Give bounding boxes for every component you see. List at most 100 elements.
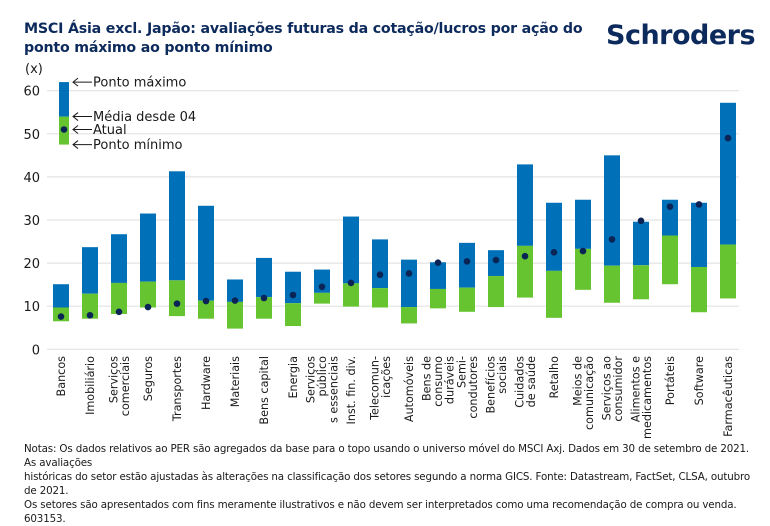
sector-bar-group xyxy=(546,202,562,318)
sector-bar-group xyxy=(459,242,475,312)
bar-upper-range xyxy=(227,279,243,302)
schroders-logo: Schroders xyxy=(606,20,756,51)
sector-bar-group xyxy=(662,199,678,285)
x-axis-label-line: consumidor xyxy=(612,356,625,422)
sector-bar-group xyxy=(314,269,330,304)
footnote-line: Os setores são apresentados com fins mer… xyxy=(24,499,737,525)
legend-label: Ponto mínimo xyxy=(93,138,183,153)
current-value-dot xyxy=(318,283,326,291)
footnote-line: Notas: Os dados relativos ao PER são agr… xyxy=(24,443,750,469)
bar-upper-range xyxy=(430,262,446,289)
x-axis-label-line: Farmacêuticas xyxy=(722,356,735,437)
bar-lower-range xyxy=(140,281,156,308)
sector-bar-group xyxy=(604,155,620,303)
bar-upper-range xyxy=(198,205,214,301)
x-axis-label: Materiais xyxy=(229,356,242,407)
bar-upper-range xyxy=(53,284,69,308)
sector-bar-group xyxy=(691,201,707,313)
x-axis-label-line: Automóveis xyxy=(403,356,416,422)
current-value-dot xyxy=(57,313,65,320)
footnotes: Notas: Os dados relativos ao PER são agr… xyxy=(24,442,764,526)
x-axis-label-line: Meios de xyxy=(571,356,584,406)
y-tick-label: 40 xyxy=(23,171,40,186)
current-value-dot xyxy=(405,270,413,277)
chart-title: MSCI Ásia excl. Japão: avaliações futura… xyxy=(24,21,583,56)
sector-bar-group xyxy=(517,164,533,298)
bar-lower-range xyxy=(198,300,214,319)
y-tick-label: 20 xyxy=(23,257,40,272)
bar-upper-range xyxy=(662,199,678,236)
x-axis-label-line: Cuidados xyxy=(513,356,526,408)
bar-lower-range xyxy=(517,245,533,298)
x-axis-label-line: Serviços xyxy=(305,356,318,403)
y-axis-label: (x) xyxy=(25,62,43,77)
sector-bar-group xyxy=(198,205,214,319)
x-axis-label-line: comerciais xyxy=(119,356,132,416)
bar-upper-range xyxy=(720,102,736,245)
bar-upper-range xyxy=(633,221,649,266)
bar-upper-range xyxy=(256,257,272,298)
arrow-left-icon xyxy=(72,140,92,149)
x-axis-label-line: Portáteis xyxy=(664,356,677,405)
bar-lower-range xyxy=(111,282,127,314)
x-axis-label-line: Benefícios xyxy=(484,356,497,414)
x-axis-label-line: Alimentos e xyxy=(629,356,642,422)
x-axis-label-line: Bancos xyxy=(55,356,68,397)
x-axis-label: Bens capital xyxy=(258,356,271,425)
x-axis-label-line: Retalho xyxy=(548,356,561,399)
bar-upper-range xyxy=(285,271,301,304)
x-axis-label-line: sociais xyxy=(496,356,509,394)
x-axis-label-line: Serviços xyxy=(107,356,120,403)
x-axis-label: Seguros xyxy=(142,356,155,401)
x-axis-label-line: Energia xyxy=(287,356,300,399)
footnote-line: históricas do setor estão ajustadas às a… xyxy=(24,471,751,497)
x-axis-label: Hardware xyxy=(200,356,213,410)
current-value-dot xyxy=(202,297,210,305)
sector-bar-group xyxy=(633,217,649,300)
chart: 0 10 20 30 40 50 60 (x) Bancos Imobiliário Servi… xyxy=(23,62,739,439)
bar-upper-range xyxy=(169,171,185,281)
x-axis-label: Telecomun-icações xyxy=(368,356,393,421)
x-axis-label-line: Serviços ao xyxy=(600,356,613,421)
arrow-left-icon-head xyxy=(72,112,79,121)
bar-lower-range xyxy=(633,265,649,300)
bar-upper-range xyxy=(546,202,562,271)
current-value-dot xyxy=(492,256,500,264)
x-axis-label-line: duráveis xyxy=(444,356,457,404)
sector-bar-group xyxy=(140,213,156,311)
x-axis-label-line: Telecomun- xyxy=(368,356,381,421)
bar-lower-range xyxy=(662,235,678,285)
current-value-dot xyxy=(376,271,384,279)
x-axis-label-line: Bens de xyxy=(421,356,434,401)
arrow-left-icon xyxy=(72,77,92,87)
x-axis-label: Semi-condutores xyxy=(455,356,480,419)
bar-lower-range xyxy=(82,293,98,319)
sector-bar-group xyxy=(401,259,417,324)
bar-lower-range xyxy=(256,297,272,319)
y-axis-ticks: 0 10 20 30 40 50 60 xyxy=(23,85,40,359)
arrow-left-icon-head xyxy=(72,140,79,149)
sector-bar-group xyxy=(575,199,591,290)
gridlines xyxy=(47,90,739,350)
bar-upper-range xyxy=(372,239,388,289)
x-axis-label-line: Software xyxy=(693,356,706,405)
x-axis-label: Imobiliário xyxy=(84,356,97,415)
current-value-dot xyxy=(231,297,239,304)
bar-lower-range xyxy=(546,270,562,318)
bar-lower-range xyxy=(372,288,388,308)
x-axis-label: Software xyxy=(693,356,706,405)
bar-lower-range xyxy=(459,287,475,312)
bar-lower-range xyxy=(488,276,504,308)
x-axis-label-line: Transportes xyxy=(171,356,184,422)
bar-upper-range xyxy=(517,164,533,246)
current-value-dot xyxy=(724,134,732,142)
sector-bar-group xyxy=(82,247,98,319)
bar-lower-range xyxy=(343,283,359,307)
bar-lower-range xyxy=(575,248,591,290)
sector-bar-group xyxy=(53,284,69,322)
x-axis-label-line: consumo xyxy=(432,356,445,407)
x-axis-label: Energia xyxy=(287,356,300,399)
